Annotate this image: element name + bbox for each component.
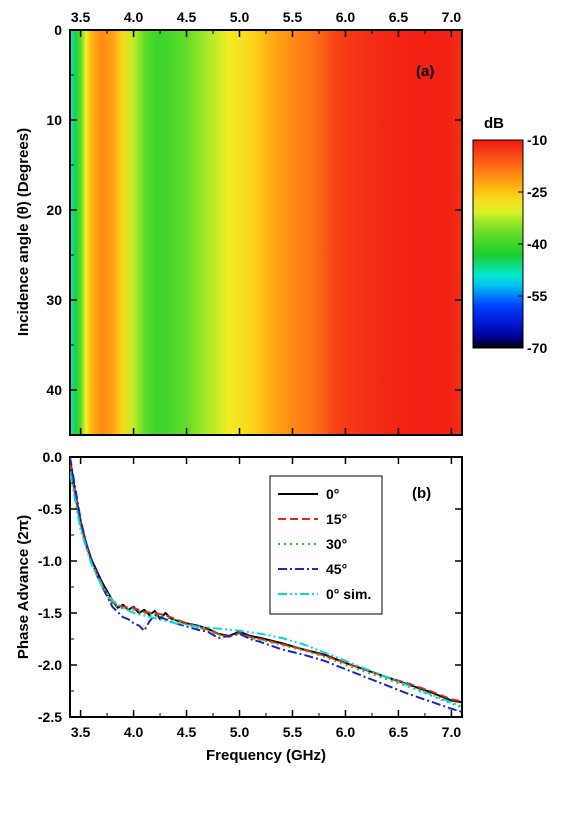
heatmap-x-tick-label: 7.0 [442, 9, 462, 25]
y-axis: 0.0 -0.5 -1.0 -1.5 -2.0 -2.5 [38, 449, 462, 725]
panel-b: 3.5 4.0 4.5 5.0 5.5 6.0 6.5 7.0 0.0 -0.5 -1.0 -1.5… [15, 449, 463, 764]
heatmap-y-axis: 0 10 20 30 40 [46, 22, 462, 398]
plot-frame [69, 456, 463, 718]
colorbar-tick-label: -55 [527, 288, 547, 304]
heatmap-y-tick-label: 20 [46, 202, 62, 218]
heatmap-x-tick-label: 4.5 [177, 9, 197, 25]
x-tick-label: 6.5 [389, 724, 409, 740]
y-tick-label: -1.5 [38, 605, 62, 621]
y-tick-label: 0.0 [43, 449, 63, 465]
legend: 0° 15° 30° 45° 0° sim. [269, 475, 383, 615]
heatmap-y-tick-label: 10 [46, 112, 62, 128]
x-axis: 3.5 4.0 4.5 5.0 5.5 6.0 6.5 7.0 [71, 457, 461, 740]
heatmap-x-tick-label: 6.0 [336, 9, 356, 25]
series-30deg [70, 465, 462, 709]
heatmap-x-tick-label: 4.0 [124, 9, 144, 25]
x-tick-label: 6.0 [336, 724, 356, 740]
legend-label: 45° [326, 561, 347, 577]
series-0deg-sim [70, 472, 462, 708]
colorbar-tick-label: -10 [527, 132, 547, 148]
panel-a: 3.5 4.0 4.5 5.0 5.5 6.0 6.5 7.0 0 10 20 30 40 (a) I… [15, 9, 463, 436]
y-tick-label: -1.0 [38, 553, 62, 569]
panel-b-label: (b) [412, 485, 431, 502]
y-tick-label: -2.0 [38, 657, 62, 673]
panel-a-label: (a) [416, 63, 434, 80]
x-tick-label: 4.0 [124, 724, 144, 740]
colorbar-scale [472, 139, 524, 349]
x-tick-label: 3.5 [71, 724, 91, 740]
colorbar-title: dB [484, 115, 504, 132]
x-tick-label: 7.0 [442, 724, 462, 740]
heatmap-y-tick-label: 40 [46, 382, 62, 398]
y-axis-label: Phase Advance (2π) [15, 515, 32, 659]
legend-box [269, 475, 383, 615]
legend-label: 15° [326, 511, 347, 527]
legend-label: 0° sim. [326, 586, 371, 602]
colorbar-ticks: -10 -25 -40 -55 -70 [518, 132, 547, 356]
colorbar-tick-label: -70 [527, 340, 547, 356]
heatmap-x-tick-label: 5.5 [283, 9, 303, 25]
colorbar: dB -10 -25 -40 -55 -70 [472, 115, 547, 356]
x-axis-label: Frequency (GHz) [206, 747, 326, 764]
heatmap-field [70, 30, 462, 435]
series-45deg [70, 457, 462, 713]
heatmap-x-tick-label: 5.0 [230, 9, 250, 25]
x-tick-label: 4.5 [177, 724, 197, 740]
heatmap-x-tick-label: 3.5 [71, 9, 91, 25]
x-tick-label: 5.5 [283, 724, 303, 740]
legend-items: 0° 15° 30° 45° 0° sim. [278, 486, 371, 602]
legend-label: 0° [326, 486, 339, 502]
heatmap-x-tick-label: 6.5 [389, 9, 409, 25]
heatmap-y-axis-label: Incidence angle (θ) (Degrees) [15, 128, 32, 336]
y-tick-label: -0.5 [38, 501, 62, 517]
heatmap-y-tick-label: 0 [54, 22, 62, 38]
heatmap-x-axis: 3.5 4.0 4.5 5.0 5.5 6.0 6.5 7.0 [71, 9, 461, 435]
series-layer [70, 457, 462, 713]
heatmap-y-tick-label: 30 [46, 292, 62, 308]
y-tick-label: -2.5 [38, 709, 62, 725]
x-tick-label: 5.0 [230, 724, 250, 740]
colorbar-tick-label: -40 [527, 236, 547, 252]
legend-label: 30° [326, 536, 347, 552]
colorbar-tick-label: -25 [527, 184, 547, 200]
